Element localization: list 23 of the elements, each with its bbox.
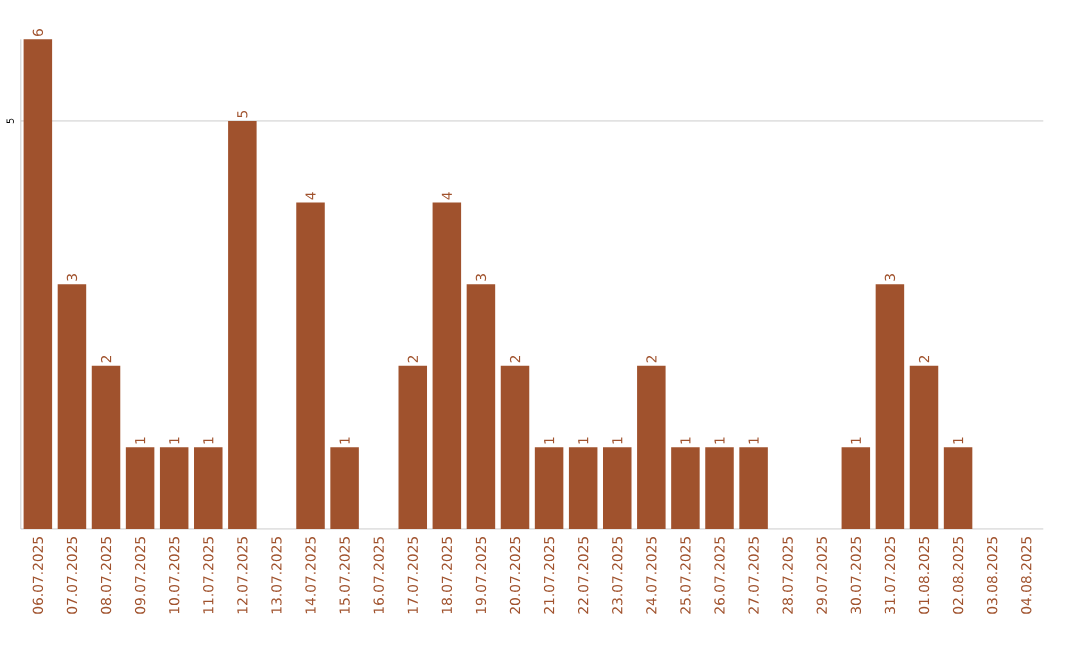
bar bbox=[228, 120, 257, 529]
bar bbox=[534, 447, 564, 529]
bar bbox=[705, 447, 734, 529]
bar bbox=[637, 365, 666, 529]
bar bbox=[568, 447, 598, 529]
bar bbox=[57, 283, 87, 529]
bar bbox=[296, 202, 325, 529]
bar bbox=[943, 447, 973, 529]
bar bbox=[432, 202, 462, 529]
bar bbox=[466, 283, 496, 529]
bar bbox=[671, 447, 700, 529]
bar bbox=[500, 365, 530, 529]
bar bbox=[159, 447, 189, 529]
bar bbox=[398, 365, 428, 529]
bar bbox=[841, 447, 871, 529]
bar bbox=[91, 365, 121, 529]
bar bbox=[909, 365, 939, 529]
bar bbox=[875, 283, 905, 529]
bar bbox=[194, 447, 223, 529]
bar bbox=[125, 447, 155, 529]
bar bbox=[603, 447, 632, 529]
bar bbox=[739, 447, 768, 529]
bar bbox=[330, 447, 359, 529]
